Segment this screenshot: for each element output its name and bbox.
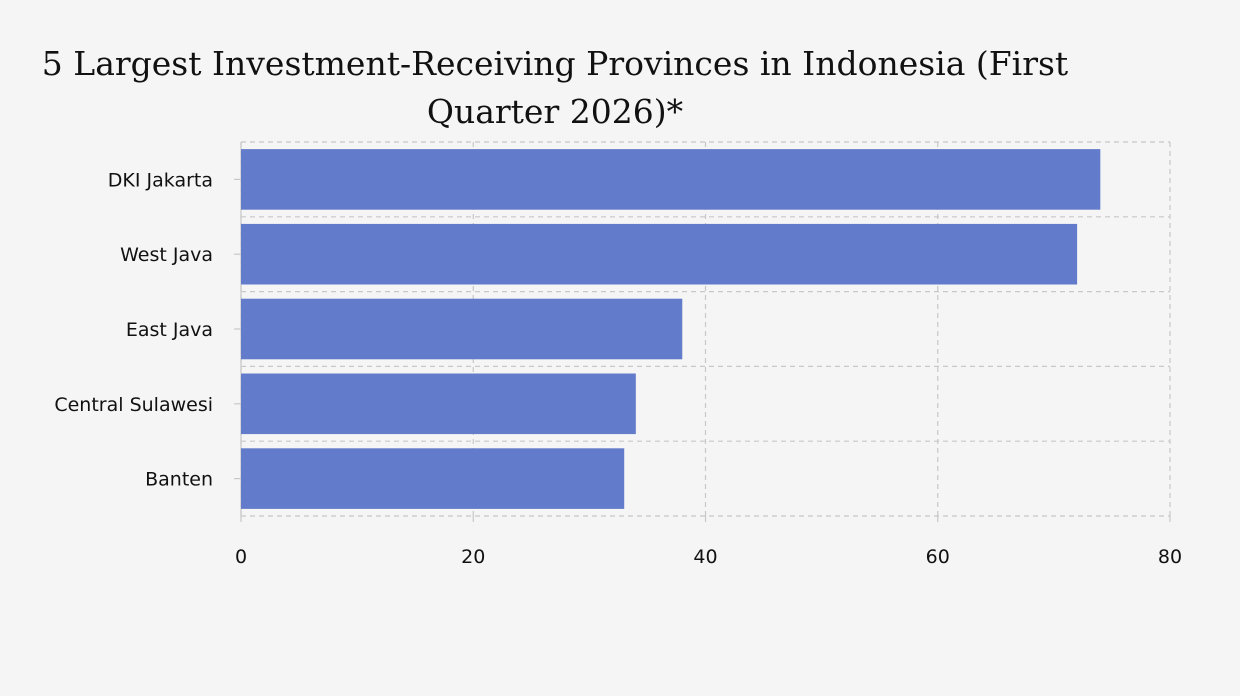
bars	[241, 149, 1101, 509]
category-label: Central Sulawesi	[54, 394, 213, 416]
x-tick-label: 0	[235, 546, 247, 568]
category-label: East Java	[126, 319, 213, 341]
bar-banten[interactable]	[241, 448, 625, 509]
x-tick-label: 80	[1158, 546, 1182, 568]
bar-central-sulawesi[interactable]	[241, 373, 636, 435]
chart-title: 5 Largest Investment-Receiving Provinces…	[41, 44, 1069, 131]
x-tick-label: 40	[693, 546, 717, 568]
category-label: DKI Jakarta	[108, 169, 213, 191]
category-label: Banten	[145, 469, 213, 491]
category-labels: DKI Jakarta West Java East Java Central Sul…	[54, 169, 213, 490]
bar-east-java[interactable]	[241, 298, 683, 360]
bar-west-java[interactable]	[241, 223, 1078, 285]
x-axis-ticks: 0 20 40 60 80	[235, 546, 1182, 568]
grid-lines	[234, 141, 1171, 522]
x-tick-label: 60	[926, 546, 950, 568]
category-label: West Java	[120, 244, 213, 266]
bar-dki-jakarta[interactable]	[241, 149, 1101, 210]
x-tick-label: 20	[461, 546, 485, 568]
